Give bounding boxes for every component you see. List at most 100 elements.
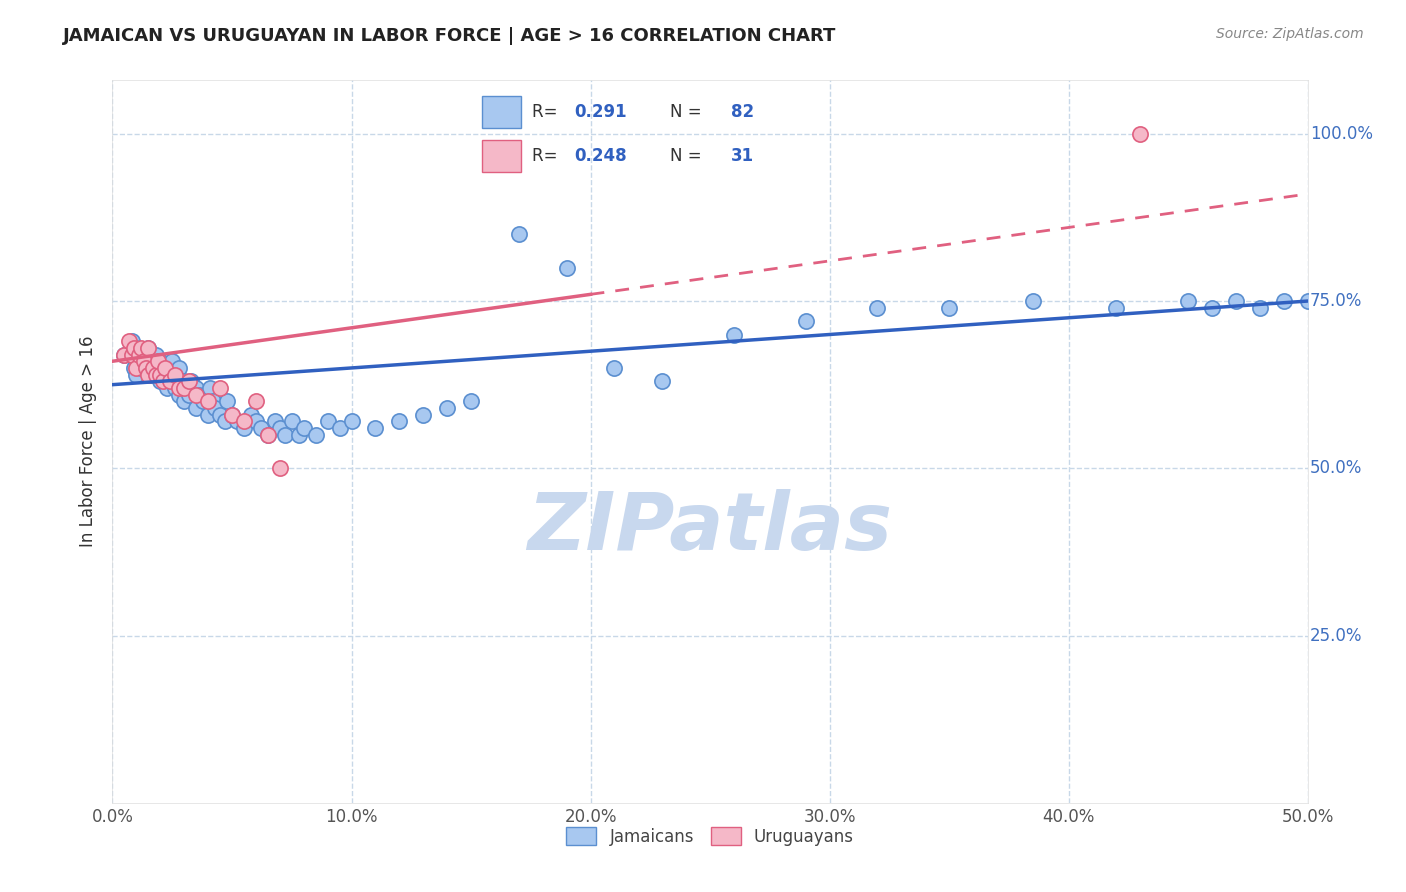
Point <box>145 361 167 376</box>
Point <box>118 334 141 349</box>
Point <box>135 361 157 376</box>
Point <box>938 301 960 315</box>
Text: 25.0%: 25.0% <box>1310 626 1362 645</box>
Point <box>162 375 183 389</box>
Point <box>264 414 287 429</box>
Point <box>316 414 339 429</box>
Text: 50.0%: 50.0% <box>1310 459 1362 477</box>
Point <box>159 375 181 389</box>
Point <box>149 375 172 389</box>
Point <box>186 387 208 401</box>
Point <box>1249 301 1271 315</box>
Point <box>305 427 328 442</box>
Point <box>193 394 215 409</box>
Point <box>152 375 174 389</box>
Point <box>125 368 148 382</box>
Point <box>388 414 411 429</box>
Point <box>1129 127 1152 141</box>
Point <box>173 381 195 395</box>
Point <box>128 348 150 362</box>
Text: 75.0%: 75.0% <box>1310 292 1362 310</box>
Point <box>508 227 530 242</box>
Point <box>114 348 135 362</box>
Point <box>132 348 155 362</box>
Point <box>142 354 165 368</box>
Point <box>138 341 160 355</box>
Point <box>129 341 152 355</box>
Point <box>209 408 232 422</box>
Point <box>723 327 745 342</box>
Point <box>257 427 280 442</box>
Point <box>153 361 176 376</box>
Point <box>197 394 219 409</box>
Point <box>122 361 145 376</box>
Point <box>138 368 160 382</box>
Point <box>794 314 817 328</box>
Point <box>139 368 162 382</box>
Point <box>269 421 291 435</box>
Point <box>187 387 209 401</box>
Legend: Jamaicans, Uruguayans: Jamaicans, Uruguayans <box>560 821 860 852</box>
Point <box>121 334 143 349</box>
Point <box>138 341 160 355</box>
Point <box>1296 294 1319 309</box>
Point <box>364 421 387 435</box>
Text: 100.0%: 100.0% <box>1310 125 1374 143</box>
Text: JAMAICAN VS URUGUAYAN IN LABOR FORCE | AGE > 16 CORRELATION CHART: JAMAICAN VS URUGUAYAN IN LABOR FORCE | A… <box>63 27 837 45</box>
Point <box>149 354 172 368</box>
Point <box>245 414 267 429</box>
Point <box>180 375 202 389</box>
Point <box>240 408 263 422</box>
Point <box>200 381 222 395</box>
Point <box>156 381 179 395</box>
Point <box>135 354 157 368</box>
Point <box>114 348 135 362</box>
Point <box>163 381 186 395</box>
Text: ZIPatlas: ZIPatlas <box>527 489 893 567</box>
Point <box>177 387 200 401</box>
Point <box>1225 294 1247 309</box>
Point <box>233 414 256 429</box>
Point <box>145 368 167 382</box>
Point <box>225 414 247 429</box>
Point <box>162 354 183 368</box>
Point <box>177 375 200 389</box>
Point <box>245 394 267 409</box>
Point <box>176 381 198 395</box>
Point <box>166 368 188 382</box>
Point <box>257 427 280 442</box>
Point <box>603 361 626 376</box>
Point <box>169 361 191 376</box>
Point <box>292 421 315 435</box>
Point <box>221 408 243 422</box>
Point <box>169 381 191 395</box>
Point <box>138 361 160 376</box>
Point <box>1022 294 1045 309</box>
Point <box>436 401 458 416</box>
Point <box>201 394 224 409</box>
Point <box>125 341 148 355</box>
Point <box>129 361 152 376</box>
Point <box>146 354 169 368</box>
Point <box>249 421 271 435</box>
Point <box>197 408 219 422</box>
Point <box>173 375 195 389</box>
Point <box>221 408 243 422</box>
Point <box>460 394 482 409</box>
Point <box>186 381 208 395</box>
Point <box>122 341 145 355</box>
Point <box>125 361 148 376</box>
Point <box>146 368 169 382</box>
Point <box>149 368 172 382</box>
Point <box>217 394 239 409</box>
Point <box>142 361 165 376</box>
Point <box>651 375 673 389</box>
Point <box>288 427 311 442</box>
Point <box>1201 301 1223 315</box>
Point <box>329 421 352 435</box>
Point <box>153 361 176 376</box>
Point <box>281 414 304 429</box>
Text: Source: ZipAtlas.com: Source: ZipAtlas.com <box>1216 27 1364 41</box>
Point <box>1272 294 1295 309</box>
Point <box>340 414 363 429</box>
